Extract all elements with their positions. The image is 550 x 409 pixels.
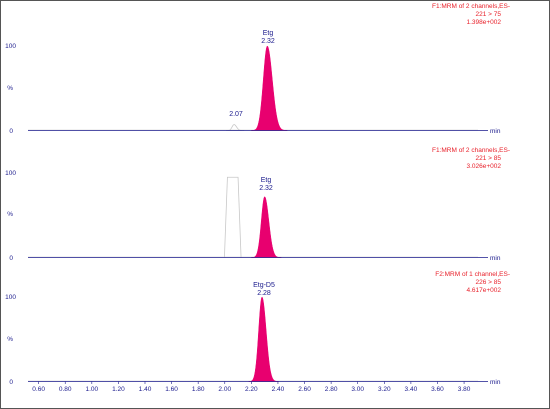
panel-2-y-tick-percent: % xyxy=(7,211,13,218)
panel-3: 100 % 0 min F2:MRM of 1 channel,ES- 226 … xyxy=(5,271,510,386)
panel-3-y-tick-percent: % xyxy=(7,336,13,343)
panel-2-channel-line-3: 3.026e+002 xyxy=(466,163,501,170)
x-tick-label-12: 3.00 xyxy=(351,386,364,393)
panel-2-channel-line-2: 221 > 85 xyxy=(476,155,502,162)
panel-1-peak-1-name: Etg xyxy=(263,30,274,37)
panel-3-channel-line-3: 4.617e+002 xyxy=(466,287,501,294)
panel-1-channel-line-3: 1.398e+002 xyxy=(466,19,501,26)
x-tick-label-9: 2.40 xyxy=(272,386,285,393)
x-tick-label-0: 0.60 xyxy=(32,386,45,393)
panel-1-y-tick-percent: % xyxy=(7,85,13,92)
panel-2: 100 % 0 min F1:MRM of 2 channels,ES- 221… xyxy=(5,147,510,262)
panel-1-channel-line-2: 221 > 75 xyxy=(476,11,502,18)
panel-3-peak-1-rt: 2.28 xyxy=(257,290,271,297)
x-tick-label-13: 3.20 xyxy=(378,386,391,393)
panel-3-peak-1-name: Etg-D5 xyxy=(253,282,275,289)
x-tick-label-6: 1.80 xyxy=(192,386,205,393)
panel-2-x-unit: min xyxy=(490,255,501,262)
panel-3-x-unit: min xyxy=(490,379,501,386)
panel-1-channel-line-1: F1:MRM of 2 channels,ES- xyxy=(432,3,510,10)
x-tick-label-10: 2.60 xyxy=(298,386,311,393)
panel-2-peak-1-rt: 2.32 xyxy=(259,185,273,192)
panel-1-y-tick-0: 0 xyxy=(9,128,13,135)
panel-3-channel-line-1: F2:MRM of 1 channel,ES- xyxy=(435,271,510,278)
x-tick-label-16: 3.80 xyxy=(458,386,471,393)
panel-1-peak-1 xyxy=(251,45,288,131)
panel-1-y-tick-100: 100 xyxy=(5,43,16,50)
panel-3-y-tick-0: 0 xyxy=(9,379,13,386)
panel-1-peak-2-rt: 2.07 xyxy=(229,111,243,118)
panel-3-y-tick-100: 100 xyxy=(5,294,16,301)
panel-1-peak-1-rt: 2.32 xyxy=(261,38,275,45)
panel-3-channel-line-2: 226 > 85 xyxy=(476,279,502,286)
x-tick-label-1: 0.80 xyxy=(59,386,72,393)
panel-3-peak-1 xyxy=(248,296,279,382)
x-tick-label-3: 1.20 xyxy=(112,386,125,393)
panel-2-peak-1 xyxy=(251,196,282,258)
x-tick-labels: 0.60 0.80 1.00 1.20 1.40 1.60 1.80 2.00 2.20 2.40… xyxy=(32,381,471,393)
panel-2-trace xyxy=(28,176,478,258)
panel-2-y-tick-100: 100 xyxy=(5,170,16,177)
x-tick-label-2: 1.00 xyxy=(85,386,98,393)
panel-1: 100 % 0 min F1:MRM of 2 channels,ES- 221… xyxy=(5,3,510,135)
x-tick-label-11: 2.80 xyxy=(325,386,338,393)
panel-2-plateau xyxy=(224,176,242,258)
x-tick-label-7: 2.00 xyxy=(218,386,231,393)
panel-3-trace xyxy=(28,296,478,382)
x-tick-label-14: 3.40 xyxy=(405,386,418,393)
panel-2-y-tick-0: 0 xyxy=(9,255,13,262)
x-tick-label-5: 1.60 xyxy=(165,386,178,393)
panel-1-x-unit: min xyxy=(490,128,501,135)
x-tick-label-4: 1.40 xyxy=(139,386,152,393)
panel-2-peak-1-name: Etg xyxy=(261,177,272,184)
x-tick-label-8: 2.20 xyxy=(245,386,258,393)
panel-2-channel-line-1: F1:MRM of 2 channels,ES- xyxy=(432,147,510,154)
x-tick-label-15: 3.60 xyxy=(431,386,444,393)
